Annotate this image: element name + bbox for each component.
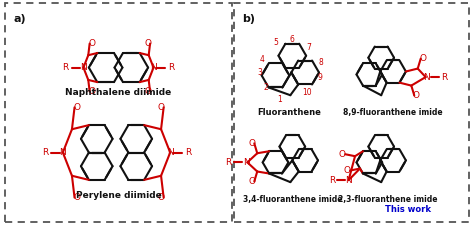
Text: R: R: [185, 148, 191, 157]
Text: 6: 6: [290, 35, 295, 44]
Text: O: O: [413, 91, 420, 100]
Text: N: N: [150, 63, 157, 72]
Text: O: O: [419, 54, 426, 63]
Text: a): a): [14, 14, 27, 24]
Text: R: R: [42, 148, 48, 157]
Text: O: O: [73, 193, 81, 202]
Text: 1: 1: [277, 95, 282, 104]
Text: O: O: [249, 139, 256, 148]
Text: N: N: [243, 158, 250, 167]
Text: Perylene diimide: Perylene diimide: [76, 191, 161, 200]
Text: O: O: [144, 87, 151, 96]
Text: 8,9-fluoranthene imide: 8,9-fluoranthene imide: [343, 108, 443, 117]
Bar: [5, 3, 232, 222]
Text: 9: 9: [318, 73, 322, 82]
Text: N: N: [423, 73, 430, 82]
Text: O: O: [158, 103, 164, 112]
Text: O: O: [344, 166, 351, 175]
Text: O: O: [73, 103, 81, 112]
Text: 3,4-fluoranthene imide: 3,4-fluoranthene imide: [243, 195, 342, 204]
Text: O: O: [339, 150, 346, 159]
Text: R: R: [63, 63, 69, 72]
Text: 3: 3: [257, 68, 262, 77]
Text: R: R: [226, 158, 232, 167]
Text: R: R: [328, 176, 335, 185]
Text: O: O: [89, 39, 96, 48]
Text: O: O: [89, 87, 96, 96]
Text: 10: 10: [302, 88, 312, 97]
Text: Naphthalene diimide: Naphthalene diimide: [65, 88, 172, 97]
Text: 2,3-fluoranthene imide: 2,3-fluoranthene imide: [338, 195, 438, 204]
Text: This work: This work: [385, 205, 431, 214]
Text: O: O: [249, 177, 256, 186]
Text: N: N: [345, 176, 352, 185]
Text: O: O: [158, 193, 164, 202]
Text: R: R: [168, 63, 174, 72]
Text: N: N: [59, 148, 66, 157]
Text: 5: 5: [273, 38, 278, 47]
Text: 2: 2: [263, 83, 268, 92]
Text: N: N: [167, 148, 173, 157]
Text: 7: 7: [307, 43, 311, 52]
Text: 4: 4: [259, 55, 264, 64]
Text: O: O: [144, 39, 151, 48]
Bar: [234, 3, 469, 222]
Text: R: R: [441, 73, 447, 82]
Text: N: N: [80, 63, 87, 72]
Text: Fluoranthene: Fluoranthene: [257, 108, 321, 117]
Text: b): b): [242, 14, 255, 24]
Text: 8: 8: [319, 58, 323, 67]
